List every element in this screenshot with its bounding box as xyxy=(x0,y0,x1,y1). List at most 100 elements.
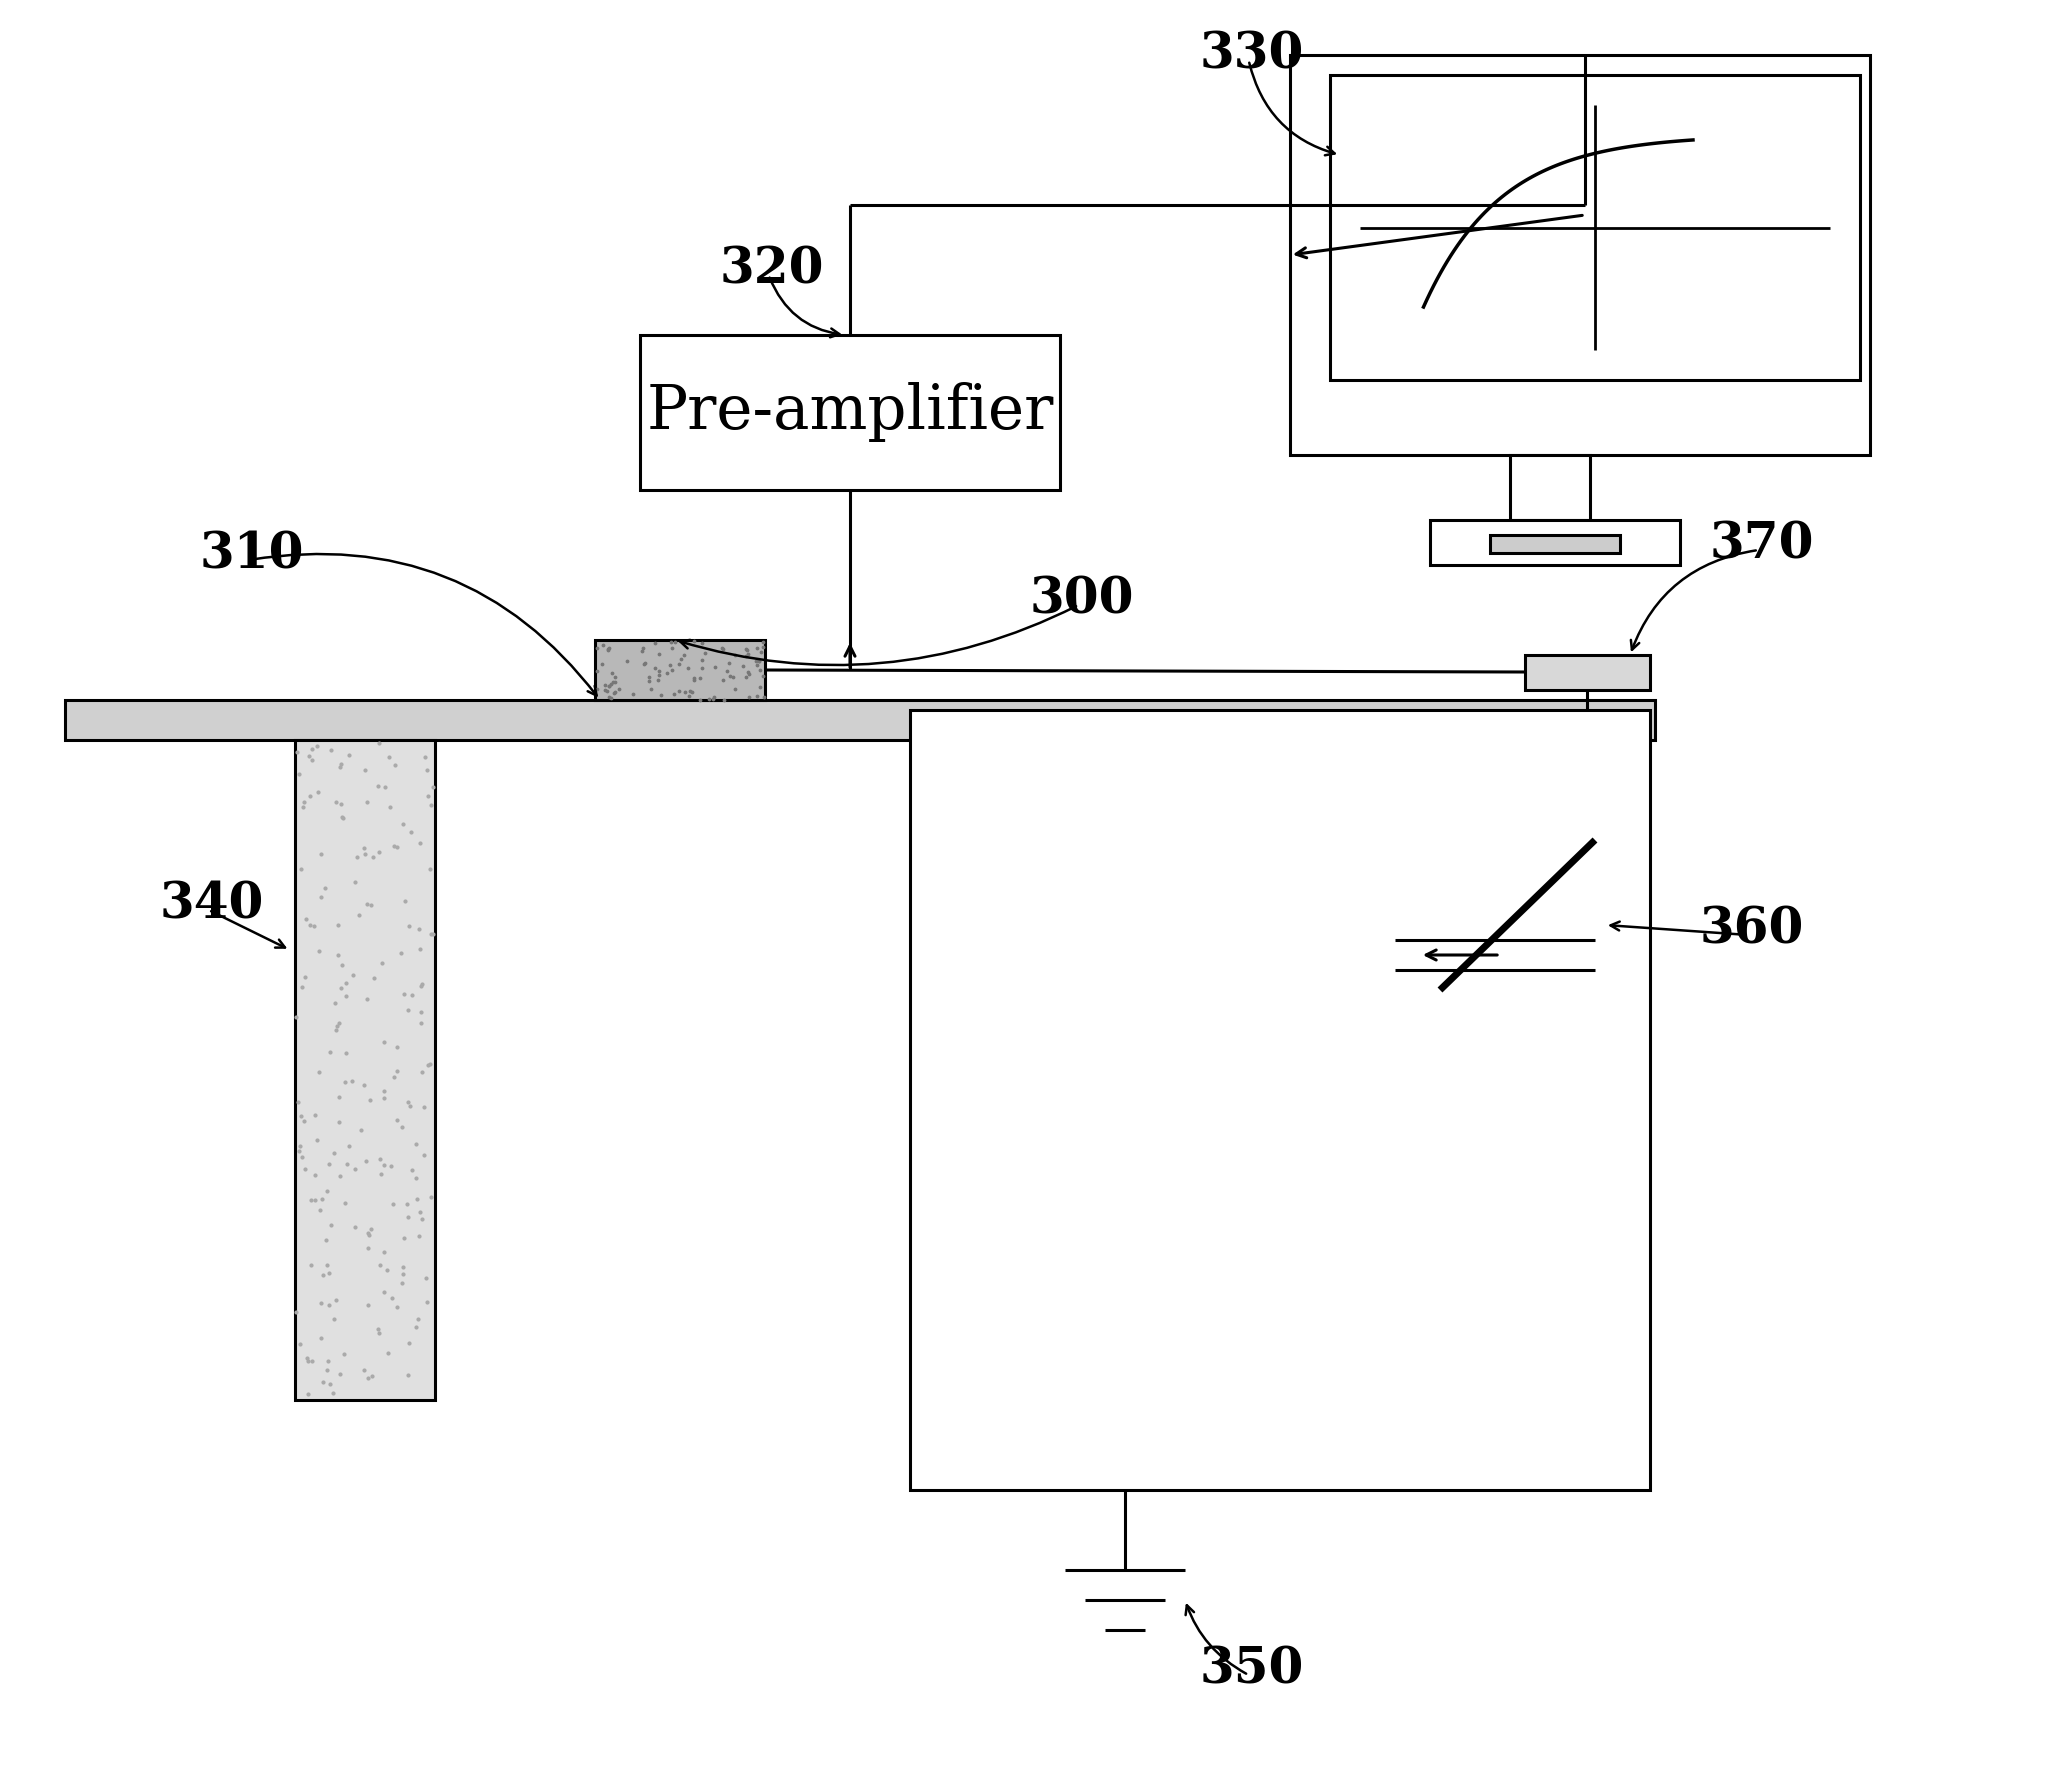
Point xyxy=(298,1161,331,1189)
Point xyxy=(592,636,625,664)
Point xyxy=(315,1211,348,1239)
Point xyxy=(298,1186,331,1214)
Point xyxy=(404,998,437,1026)
Bar xyxy=(909,709,1651,1490)
Point xyxy=(348,756,381,784)
Point xyxy=(284,759,317,788)
Point xyxy=(282,1137,315,1166)
Point xyxy=(712,661,746,690)
Point xyxy=(348,1071,381,1100)
Point xyxy=(350,788,383,817)
Point xyxy=(354,1085,387,1114)
Text: 370: 370 xyxy=(1711,521,1814,570)
Point xyxy=(377,1064,410,1093)
Point xyxy=(387,1252,420,1281)
Point xyxy=(354,1214,387,1243)
Point xyxy=(599,668,632,697)
Text: 360: 360 xyxy=(1700,906,1804,955)
Point xyxy=(367,949,400,978)
Point xyxy=(393,912,427,940)
Point xyxy=(650,659,683,688)
Point xyxy=(327,1340,360,1368)
Point xyxy=(410,1263,443,1291)
Point xyxy=(739,647,772,675)
Point xyxy=(329,1067,362,1096)
Point xyxy=(317,1379,350,1408)
Point xyxy=(393,1329,427,1358)
Point xyxy=(304,1290,338,1318)
Point xyxy=(746,629,779,657)
Text: 310: 310 xyxy=(201,530,304,580)
Point xyxy=(706,666,739,695)
Point xyxy=(381,833,414,861)
Point xyxy=(719,641,752,670)
Point xyxy=(329,981,362,1010)
Point xyxy=(325,974,358,1003)
Point xyxy=(300,733,333,761)
Point xyxy=(729,634,762,663)
Text: 330: 330 xyxy=(1199,30,1305,79)
Point xyxy=(603,675,636,704)
Point xyxy=(644,681,677,709)
Point xyxy=(323,790,356,818)
Point xyxy=(284,854,317,883)
Point xyxy=(288,1155,321,1184)
Point xyxy=(696,684,729,713)
Point xyxy=(367,1238,400,1266)
Point xyxy=(298,1101,331,1130)
Point xyxy=(313,1150,346,1178)
Point xyxy=(671,654,704,682)
Point xyxy=(590,634,623,663)
Point xyxy=(367,1150,400,1178)
Bar xyxy=(1489,534,1620,552)
Point xyxy=(311,1356,344,1384)
Point xyxy=(286,1143,319,1171)
Point xyxy=(323,1161,356,1189)
Point xyxy=(690,638,723,666)
Point xyxy=(741,647,775,675)
Point xyxy=(313,1370,346,1399)
Point xyxy=(746,663,779,691)
Point xyxy=(284,1329,317,1358)
Point xyxy=(360,1315,393,1343)
Point xyxy=(402,1306,435,1334)
Point xyxy=(315,736,348,765)
Point xyxy=(280,1003,313,1032)
Point xyxy=(302,937,336,965)
Point xyxy=(580,675,613,704)
Point xyxy=(625,634,659,663)
Point xyxy=(352,1290,385,1318)
Point xyxy=(712,648,746,677)
Point xyxy=(325,951,358,980)
Bar xyxy=(1290,56,1870,455)
Point xyxy=(362,838,396,867)
Point xyxy=(588,672,621,700)
Point xyxy=(669,677,702,706)
Point xyxy=(338,1213,371,1241)
Point xyxy=(404,971,437,999)
Point xyxy=(385,938,418,967)
Point xyxy=(719,675,752,704)
Point xyxy=(739,634,772,663)
Point xyxy=(300,1127,333,1155)
Point xyxy=(634,666,667,695)
Point xyxy=(292,1379,325,1408)
Point xyxy=(404,1198,437,1227)
Point xyxy=(748,682,781,711)
Point xyxy=(373,792,406,820)
Point xyxy=(280,1298,313,1327)
Point xyxy=(642,639,675,668)
Point xyxy=(338,869,371,897)
Point xyxy=(288,964,321,992)
Point xyxy=(304,840,338,869)
Point xyxy=(373,743,406,772)
Text: Pre-amplifier: Pre-amplifier xyxy=(646,383,1054,442)
Point xyxy=(362,729,396,758)
Point xyxy=(331,1150,364,1178)
Point xyxy=(416,772,449,801)
Point xyxy=(298,912,331,940)
Point xyxy=(385,1112,418,1141)
Point xyxy=(617,681,650,709)
Point xyxy=(673,681,706,709)
Point xyxy=(300,777,333,806)
